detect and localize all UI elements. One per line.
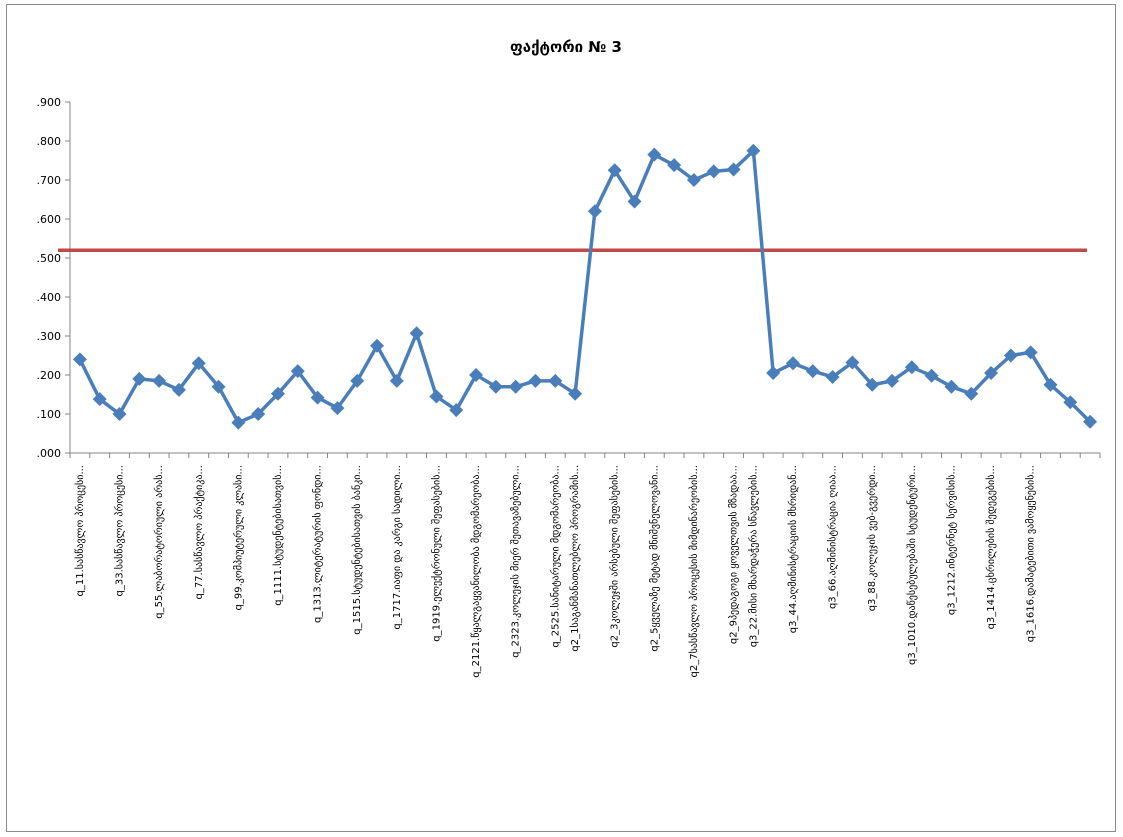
data-point-marker xyxy=(370,338,385,353)
data-point-marker xyxy=(112,407,127,421)
data-point-marker xyxy=(785,356,800,371)
x-tick-label: q_2323.კოლეჯის მიერ შეთავაზებული... xyxy=(510,465,522,658)
x-tick-label: q3_1414.ცხრილების შედეგების... xyxy=(985,465,997,629)
y-tick-label: .600 xyxy=(37,213,62,226)
y-tick-label: .500 xyxy=(37,252,62,265)
data-point-marker xyxy=(389,373,404,388)
data-point-marker xyxy=(211,379,226,394)
x-tick-label: q_1313.ლიტერატურის ფონდი... xyxy=(312,465,324,623)
data-point-marker xyxy=(310,390,325,405)
x-tick-label: q3_1616.დამატებითი ვამოყენების... xyxy=(1025,465,1037,642)
data-point-marker xyxy=(647,147,662,162)
data-point-marker xyxy=(132,371,147,386)
data-point-marker xyxy=(469,368,484,382)
data-point-marker xyxy=(350,373,365,388)
data-point-marker xyxy=(587,204,602,219)
data-point-marker xyxy=(548,373,563,388)
x-tick-label: q3_88.კოლეჯის ვებ-გვერდი... xyxy=(866,465,878,611)
y-tick-labels: .000 .100 .200 .300 .400 .500 .600 .700 .800 .900 xyxy=(37,96,70,460)
chart-title: ფაქტორი № 3 xyxy=(510,38,622,56)
data-point-marker xyxy=(290,364,305,379)
x-tick-label: q3_1010.დაწესებულებაში სტუდენტური... xyxy=(906,465,918,665)
data-point-marker xyxy=(667,158,682,173)
x-tick-label: q_11.სასწავლო პროცესი... xyxy=(74,465,86,596)
y-tick-label: .200 xyxy=(37,369,62,382)
data-point-marker xyxy=(924,368,939,383)
data-point-marker xyxy=(270,386,285,401)
data-point-marker xyxy=(607,163,622,178)
x-tick-label: q_55.ლაბორატორიული არას... xyxy=(153,465,165,619)
y-tick-label: .700 xyxy=(37,174,62,187)
chart-frame xyxy=(6,4,1116,832)
x-tick-label: q_2121.წყალგაყვანილობა მდგომარეობა... xyxy=(470,465,482,678)
x-tick-label: q3_22.მისი მხარდაჭერა სწავლების... xyxy=(747,465,759,647)
x-tick-label: q_1919.ელექტრონული შეფასების... xyxy=(430,465,442,642)
data-point-marker xyxy=(885,373,900,388)
x-tick-label: q2_5ყველაზე მეტად მნიშვნელოვანი... xyxy=(648,465,660,652)
x-tick-label: q2_9პედაგოგი ყოველთვის მზადაა... xyxy=(728,465,740,644)
data-point-marker xyxy=(805,364,820,379)
data-point-marker xyxy=(706,164,721,179)
data-point-marker xyxy=(171,382,186,397)
data-point-marker xyxy=(92,392,107,407)
data-point-marker xyxy=(191,356,206,371)
y-tick-label: .800 xyxy=(37,135,62,148)
x-tick-label: q2_3კოლეჯში არსებული შეფასების... xyxy=(609,465,621,648)
data-point-marker xyxy=(1083,414,1098,429)
x-tick-label: q2_1საგანმანათლებლო პროგრამის... xyxy=(569,465,581,652)
x-tick-label: q_99.კომპიუტერული კლასი... xyxy=(232,465,244,610)
data-point-marker xyxy=(1003,348,1018,363)
series-markers xyxy=(72,143,1098,430)
data-point-marker xyxy=(251,407,266,421)
x-tick-label: q2_7სასწავლო პროცესის მიმდინარეობის... xyxy=(688,465,700,677)
x-tick-label: q_33.სასწავლო პროცესი... xyxy=(114,465,126,596)
data-point-marker xyxy=(766,366,781,381)
x-tick-label: q_1717.იაფი და კარგი სადილი... xyxy=(391,465,403,630)
data-point-marker xyxy=(330,401,345,416)
data-point-marker xyxy=(568,386,583,401)
x-tick-label: q_2525.სანიტარული მდგომარეობა... xyxy=(549,465,561,648)
y-tick-label: .400 xyxy=(37,291,62,304)
x-tick-label: q_77.სასწავლო პრაქტიკა... xyxy=(193,465,205,600)
x-tick-label: q3_66.აღმინისტრაცია ღიაა... xyxy=(827,465,839,609)
data-point-marker xyxy=(845,355,860,370)
data-point-marker xyxy=(449,403,464,418)
data-point-marker xyxy=(152,373,167,388)
data-point-marker xyxy=(1023,345,1038,360)
data-point-marker xyxy=(865,377,880,392)
data-point-marker xyxy=(429,389,444,404)
data-point-marker xyxy=(825,369,840,384)
data-point-marker xyxy=(488,379,503,394)
x-tick-label: q_1515.სტუდენტებისათვის ბანკი... xyxy=(351,465,363,635)
data-point-marker xyxy=(508,379,523,394)
data-point-marker xyxy=(627,194,642,209)
y-tick-label: .300 xyxy=(37,330,62,343)
data-point-marker xyxy=(231,415,246,430)
x-tick-label: q_1111.სტუდენტებისათვის... xyxy=(272,465,284,606)
data-point-marker xyxy=(964,386,979,401)
x-tick-label: q3_1212.ინტერნეტ სერვისის... xyxy=(945,465,957,615)
data-point-marker xyxy=(746,143,761,158)
data-point-marker xyxy=(1063,395,1078,410)
data-point-marker xyxy=(1043,377,1058,392)
y-tick-label: .100 xyxy=(37,408,62,421)
data-point-marker xyxy=(686,173,701,187)
x-tick-label: q3_44.აღმინისტრაციის მხრიდან... xyxy=(787,465,799,633)
y-tick-label: .900 xyxy=(37,96,62,109)
data-point-marker xyxy=(904,360,919,375)
data-point-marker xyxy=(944,379,959,394)
y-tick-label: .000 xyxy=(37,447,62,460)
data-point-marker xyxy=(726,162,741,177)
x-tick-labels: q_11.სასწავლო პროცესი... q_33.სასწავლო პრ… xyxy=(69,453,1101,678)
series-line xyxy=(78,149,1092,425)
data-point-marker xyxy=(528,373,543,388)
data-point-marker xyxy=(984,366,999,381)
data-point-marker xyxy=(409,326,424,341)
data-point-marker xyxy=(72,352,87,367)
